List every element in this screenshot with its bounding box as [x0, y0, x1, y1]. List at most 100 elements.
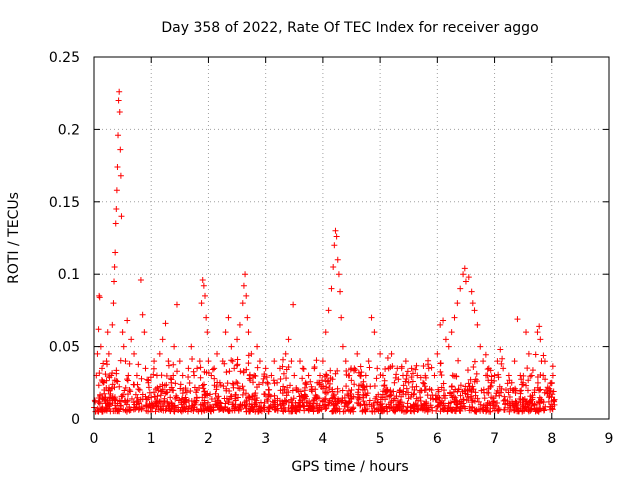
x-tick-label: 1 — [147, 431, 156, 447]
data-point — [320, 383, 327, 390]
data-point — [540, 407, 547, 414]
data-point — [517, 405, 524, 412]
data-point — [182, 387, 189, 394]
data-point — [262, 391, 269, 398]
data-point — [328, 285, 335, 292]
data-point — [162, 390, 169, 397]
data-point — [417, 398, 424, 405]
data-point — [108, 372, 115, 379]
data-point — [447, 404, 454, 411]
data-point — [105, 350, 112, 357]
data-point — [95, 382, 102, 389]
x-axis-label: GPS time / hours — [291, 459, 408, 475]
data-point — [409, 383, 416, 390]
data-point — [488, 394, 495, 401]
data-point — [450, 393, 457, 400]
data-point — [288, 358, 295, 365]
data-point — [118, 402, 125, 409]
data-point — [191, 372, 198, 379]
data-point — [397, 387, 404, 394]
data-point — [531, 387, 538, 394]
data-point — [475, 398, 482, 405]
data-point — [354, 350, 361, 357]
data-point — [156, 398, 163, 405]
data-point — [213, 386, 220, 393]
data-point — [103, 358, 110, 365]
data-point — [214, 350, 221, 357]
data-point — [256, 402, 263, 409]
data-point — [145, 408, 152, 415]
data-point — [112, 405, 119, 412]
data-point — [486, 408, 493, 415]
data-point — [302, 379, 309, 386]
data-point — [395, 376, 402, 383]
data-point — [200, 385, 207, 392]
data-point — [525, 377, 532, 384]
data-point — [147, 404, 154, 411]
data-point — [289, 404, 296, 411]
data-point — [420, 362, 427, 369]
data-point — [237, 402, 244, 409]
data-point — [366, 397, 373, 404]
data-point — [211, 375, 218, 382]
data-point — [200, 381, 207, 388]
data-point — [308, 387, 315, 394]
data-point — [323, 372, 330, 379]
data-point — [536, 323, 543, 330]
data-point — [524, 365, 531, 372]
data-point — [467, 393, 474, 400]
data-point — [368, 403, 375, 410]
data-point — [357, 373, 364, 380]
data-point — [305, 372, 312, 379]
data-point — [185, 373, 192, 380]
data-point — [211, 382, 218, 389]
data-point — [117, 172, 124, 179]
data-point — [435, 386, 442, 393]
data-point — [204, 390, 211, 397]
data-point — [329, 376, 336, 383]
data-point — [400, 382, 407, 389]
data-point — [525, 350, 532, 357]
data-point — [381, 382, 388, 389]
data-point — [137, 276, 144, 283]
data-point — [245, 360, 252, 367]
data-point — [385, 365, 392, 372]
data-point — [121, 387, 128, 394]
data-point — [361, 401, 368, 408]
data-point — [392, 374, 399, 381]
data-point — [323, 405, 330, 412]
data-point — [355, 400, 362, 407]
data-point — [357, 363, 364, 370]
data-point — [379, 372, 386, 379]
data-point — [245, 329, 252, 336]
data-point — [282, 407, 289, 414]
data-point — [233, 362, 240, 369]
data-point — [97, 393, 104, 400]
data-point — [212, 390, 219, 397]
data-point — [224, 380, 231, 387]
data-point — [511, 358, 518, 365]
data-point — [268, 372, 275, 379]
data-point — [257, 399, 264, 406]
data-point — [322, 329, 329, 336]
data-point — [246, 393, 253, 400]
data-point — [313, 402, 320, 409]
data-point — [104, 329, 111, 336]
data-point — [248, 350, 255, 357]
data-point — [492, 403, 499, 410]
x-tick-label: 3 — [261, 431, 270, 447]
data-point — [201, 368, 208, 375]
data-point — [325, 399, 332, 406]
data-point — [505, 372, 512, 379]
data-point — [283, 375, 290, 382]
data-point — [151, 358, 158, 365]
data-point — [211, 365, 218, 372]
data-point — [216, 379, 223, 386]
data-point — [202, 292, 209, 299]
data-point — [514, 316, 521, 323]
data-point — [230, 401, 237, 408]
data-point — [469, 300, 476, 307]
data-point — [460, 396, 467, 403]
data-point — [540, 372, 547, 379]
data-point — [510, 387, 517, 394]
